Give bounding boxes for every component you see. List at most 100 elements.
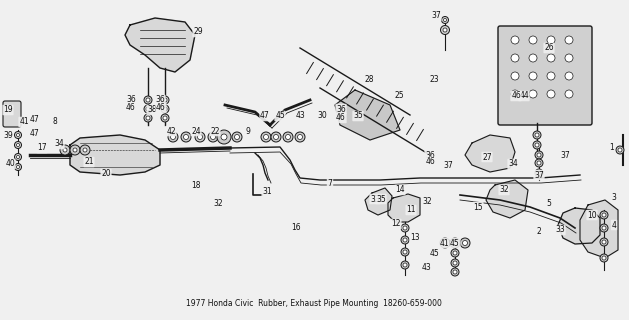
Circle shape (453, 270, 457, 274)
Text: 1: 1 (610, 143, 615, 153)
Circle shape (618, 148, 622, 152)
Text: 16: 16 (291, 223, 301, 233)
Text: 27: 27 (482, 153, 492, 162)
Text: 36: 36 (425, 150, 435, 159)
Text: 42: 42 (166, 126, 176, 135)
Circle shape (235, 134, 240, 140)
Text: 45: 45 (275, 111, 285, 121)
Circle shape (146, 107, 150, 111)
Circle shape (60, 145, 70, 155)
Circle shape (221, 134, 227, 140)
Text: 26: 26 (544, 44, 554, 52)
Circle shape (14, 132, 21, 139)
Circle shape (295, 132, 305, 142)
Circle shape (535, 151, 543, 159)
Text: 30: 30 (317, 111, 327, 121)
Text: 15: 15 (473, 203, 483, 212)
Text: 2: 2 (537, 228, 542, 236)
Circle shape (602, 256, 606, 260)
Text: 39: 39 (3, 132, 13, 140)
Text: 24: 24 (191, 126, 201, 135)
Circle shape (264, 134, 269, 140)
FancyBboxPatch shape (498, 26, 592, 125)
Circle shape (451, 268, 459, 276)
Circle shape (401, 236, 409, 244)
Circle shape (529, 90, 537, 98)
Circle shape (403, 226, 407, 230)
Circle shape (403, 238, 407, 242)
Circle shape (144, 114, 152, 122)
Circle shape (537, 153, 541, 157)
Circle shape (462, 241, 467, 245)
Text: 32: 32 (422, 196, 432, 205)
Circle shape (401, 248, 409, 256)
Polygon shape (580, 200, 618, 258)
Circle shape (511, 90, 519, 98)
Polygon shape (388, 194, 420, 222)
Text: 47: 47 (30, 129, 40, 138)
Text: 17: 17 (37, 143, 47, 153)
Circle shape (73, 148, 77, 152)
Circle shape (443, 19, 447, 21)
Circle shape (163, 116, 167, 120)
Text: 19: 19 (3, 106, 13, 115)
Circle shape (453, 261, 457, 265)
Text: 9: 9 (245, 126, 250, 135)
Circle shape (511, 54, 519, 62)
Text: 1977 Honda Civic  Rubber, Exhaust Pipe Mounting  18260-659-000: 1977 Honda Civic Rubber, Exhaust Pipe Mo… (186, 299, 442, 308)
Text: 5: 5 (547, 198, 552, 207)
Text: 31: 31 (262, 187, 272, 196)
Text: 46: 46 (156, 103, 166, 113)
Circle shape (529, 36, 537, 44)
Circle shape (511, 36, 519, 44)
Circle shape (168, 132, 178, 142)
Circle shape (14, 164, 21, 171)
Circle shape (170, 134, 175, 140)
Circle shape (274, 134, 279, 140)
Circle shape (452, 241, 457, 245)
Text: 36: 36 (155, 95, 165, 105)
Text: 40: 40 (5, 159, 15, 169)
Circle shape (283, 132, 293, 142)
Text: 47: 47 (260, 111, 270, 121)
Text: 18: 18 (191, 180, 201, 189)
Text: 47: 47 (30, 116, 40, 124)
Circle shape (460, 238, 470, 248)
Text: 35: 35 (376, 195, 386, 204)
Circle shape (144, 105, 152, 113)
Polygon shape (365, 188, 392, 215)
Text: 41: 41 (439, 238, 449, 247)
Text: 13: 13 (410, 234, 420, 243)
Circle shape (144, 96, 152, 104)
Text: 11: 11 (406, 205, 416, 214)
Text: 37: 37 (431, 12, 441, 20)
Circle shape (146, 116, 150, 120)
Text: 8: 8 (53, 117, 57, 126)
Polygon shape (70, 135, 160, 175)
Text: 46: 46 (126, 103, 136, 113)
Text: 37: 37 (443, 161, 453, 170)
Circle shape (232, 132, 242, 142)
Circle shape (535, 159, 543, 167)
Circle shape (401, 224, 409, 232)
Circle shape (600, 224, 608, 232)
Text: 4: 4 (611, 220, 616, 229)
Circle shape (451, 249, 459, 257)
Text: 7: 7 (328, 179, 333, 188)
Circle shape (450, 238, 460, 248)
Text: 12: 12 (391, 220, 401, 228)
Circle shape (565, 54, 573, 62)
Circle shape (442, 17, 448, 23)
Circle shape (547, 54, 555, 62)
Circle shape (146, 98, 150, 102)
Text: 3: 3 (611, 194, 616, 203)
Text: 33: 33 (555, 226, 565, 235)
Text: 41: 41 (19, 117, 29, 126)
Circle shape (261, 132, 271, 142)
Circle shape (401, 261, 409, 269)
Text: 37: 37 (534, 171, 544, 180)
Circle shape (16, 133, 19, 137)
Circle shape (600, 254, 608, 262)
Circle shape (211, 134, 216, 140)
Circle shape (535, 143, 539, 147)
